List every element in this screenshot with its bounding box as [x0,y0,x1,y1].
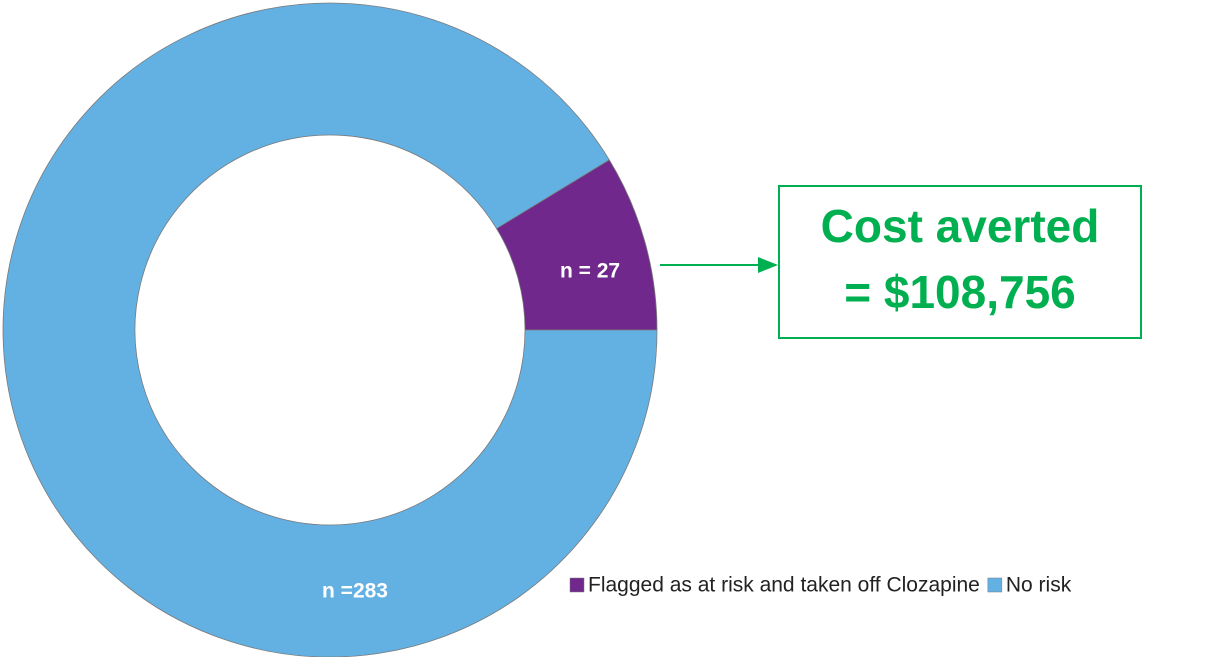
donut-slice [2,2,658,657]
annotation-line: = $108,756 [844,266,1076,318]
data-label: n =283 [322,580,388,603]
legend-swatch [569,577,585,593]
legend-label: No risk [1006,574,1072,597]
legend-label: Flagged as at risk and taken off Clozapi… [588,574,980,597]
data-label: n = 27 [560,260,620,283]
annotation-line: Cost averted [821,200,1100,252]
legend-swatch [987,577,1003,593]
annotation-box [778,185,1142,339]
